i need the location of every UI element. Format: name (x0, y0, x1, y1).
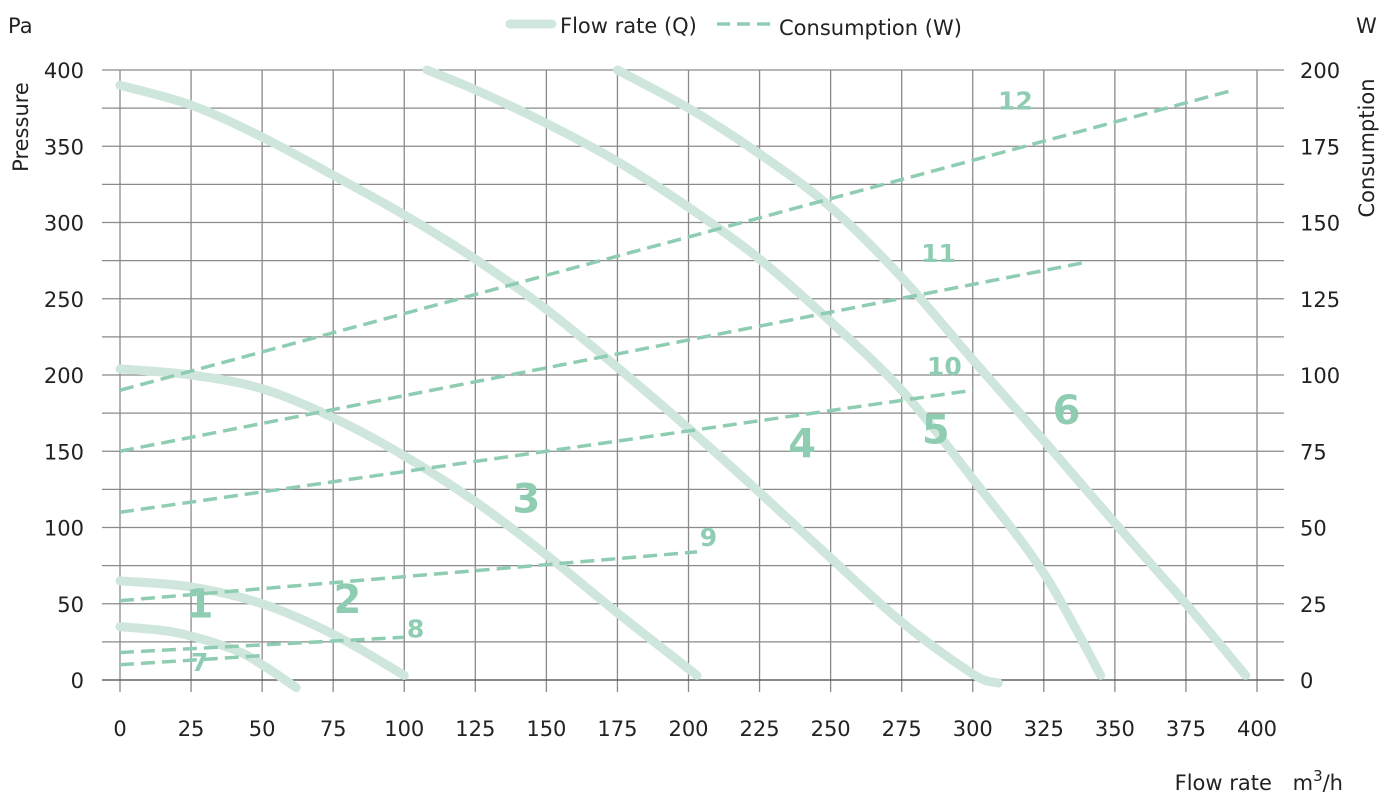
curve-label-10: 10 (927, 352, 962, 381)
right-tick-200: 200 (1300, 59, 1340, 83)
legend-label-consumption: Consumption (W) (779, 16, 962, 40)
left-tick-200: 200 (44, 364, 84, 388)
curve-label-3: 3 (513, 476, 541, 522)
x-tick-375: 375 (1166, 717, 1206, 741)
left-axis-label: Pressure (9, 82, 33, 172)
consumption-line-9 (119, 550, 698, 603)
flow-curve-6 (612, 65, 1251, 680)
x-tick-125: 125 (455, 717, 495, 741)
x-tick-100: 100 (384, 717, 424, 741)
x-tick-75: 75 (320, 717, 347, 741)
consumption-line-8 (119, 635, 405, 655)
flow-curve-5 (422, 65, 1106, 680)
right-tick-125: 125 (1300, 288, 1340, 312)
curve-label-8: 8 (407, 614, 424, 643)
curves (115, 65, 1251, 693)
consumption-line-7 (119, 653, 263, 667)
consumption-line-12 (119, 89, 1230, 392)
consumption-line-11 (119, 260, 1087, 453)
left-tick-250: 250 (44, 288, 84, 312)
left-tick-0: 0 (71, 669, 84, 693)
right-tick-0: 0 (1300, 669, 1313, 693)
x-tick-200: 200 (668, 717, 708, 741)
x-axis-label-text: Flow rate (1175, 771, 1272, 795)
flow-curve-2 (115, 576, 409, 680)
left-tick-350: 350 (44, 135, 84, 159)
legend-label-flow: Flow rate (Q) (560, 14, 697, 38)
curve-label-6: 6 (1053, 388, 1081, 434)
consumption-line-10 (119, 388, 973, 514)
x-tick-175: 175 (597, 717, 637, 741)
x-tick-300: 300 (953, 717, 993, 741)
right-tick-175: 175 (1300, 135, 1340, 159)
x-tick-275: 275 (882, 717, 922, 741)
curve-label-4: 4 (788, 421, 816, 467)
x-tick-225: 225 (740, 717, 780, 741)
legend: Flow rate (Q) Consumption (W) (505, 14, 962, 40)
curve-label-1: 1 (186, 581, 214, 627)
curve-label-12: 12 (998, 87, 1033, 116)
axis-ticks: 0501001502002503003504000255075100125150… (44, 59, 1340, 741)
right-axis-label: Consumption (1355, 78, 1379, 217)
x-tick-25: 25 (178, 717, 205, 741)
x-tick-350: 350 (1095, 717, 1135, 741)
x-axis-label: Flow rate m3/h (1175, 767, 1343, 795)
x-tick-400: 400 (1237, 717, 1277, 741)
left-tick-50: 50 (57, 593, 84, 617)
flow-curve-1 (115, 622, 301, 693)
right-tick-50: 50 (1300, 517, 1327, 541)
flow-curve-3 (115, 364, 702, 680)
left-tick-300: 300 (44, 212, 84, 236)
curve-label-2: 2 (333, 577, 361, 623)
x-tick-150: 150 (526, 717, 566, 741)
x-axis-unit-sup: 3 (1313, 767, 1323, 785)
left-axis-unit: Pa (8, 14, 33, 38)
x-tick-50: 50 (249, 717, 276, 741)
x-tick-0: 0 (113, 717, 126, 741)
left-tick-400: 400 (44, 59, 84, 83)
x-tick-325: 325 (1024, 717, 1064, 741)
right-tick-25: 25 (1300, 593, 1327, 617)
flow-curve-4 (115, 80, 1003, 688)
x-tick-250: 250 (811, 717, 851, 741)
curve-label-9: 9 (700, 523, 717, 552)
x-axis-unit-base: m (1293, 771, 1313, 795)
curve-label-5: 5 (922, 408, 950, 454)
left-tick-150: 150 (44, 440, 84, 464)
left-tick-100: 100 (44, 517, 84, 541)
right-axis-unit: W (1356, 14, 1377, 38)
right-tick-100: 100 (1300, 364, 1340, 388)
curve-label-7: 7 (191, 648, 208, 677)
right-tick-150: 150 (1300, 212, 1340, 236)
x-axis-unit-tail: /h (1323, 771, 1343, 795)
curve-label-11: 11 (921, 239, 956, 268)
right-tick-75: 75 (1300, 440, 1327, 464)
grid (102, 69, 1284, 692)
